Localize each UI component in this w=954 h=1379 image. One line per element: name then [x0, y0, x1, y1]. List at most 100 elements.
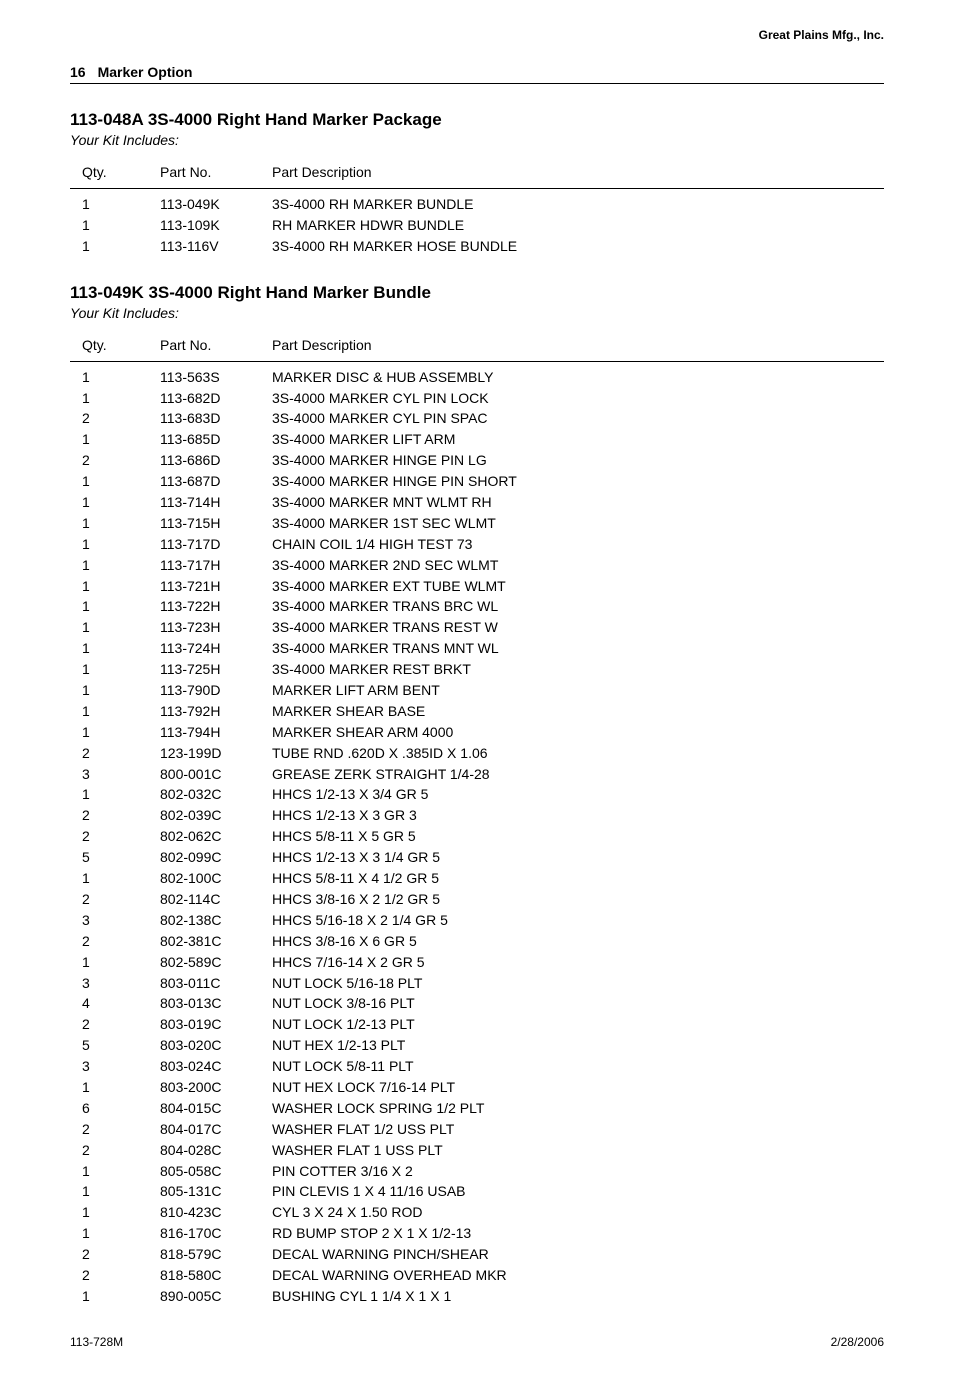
cell-part-no: 802-062C [160, 826, 272, 847]
cell-description: 3S-4000 MARKER 1ST SEC WLMT [272, 513, 884, 534]
cell-qty: 2 [70, 1014, 160, 1035]
cell-part-no: 805-058C [160, 1161, 272, 1182]
table-row: 1810-423CCYL 3 X 24 X 1.50 ROD [70, 1202, 884, 1223]
cell-description: HHCS 5/8-11 X 4 1/2 GR 5 [272, 868, 884, 889]
table-row: 2123-199DTUBE RND .620D X .385ID X 1.06 [70, 743, 884, 764]
cell-part-no: 802-039C [160, 805, 272, 826]
table-row: 2802-114CHHCS 3/8-16 X 2 1/2 GR 5 [70, 889, 884, 910]
table-row: 1113-724H3S-4000 MARKER TRANS MNT WL [70, 638, 884, 659]
cell-qty: 1 [70, 534, 160, 555]
cell-qty: 1 [70, 680, 160, 701]
table-row: 1113-790DMARKER LIFT ARM BENT [70, 680, 884, 701]
table-row: 1113-721H3S-4000 MARKER EXT TUBE WLMT [70, 576, 884, 597]
cell-part-no: 804-017C [160, 1119, 272, 1140]
cell-part-no: 113-109K [160, 215, 272, 236]
cell-part-no: 802-100C [160, 868, 272, 889]
cell-qty: 1 [70, 617, 160, 638]
cell-description: HHCS 1/2-13 X 3 1/4 GR 5 [272, 847, 884, 868]
cell-description: MARKER SHEAR ARM 4000 [272, 722, 884, 743]
cell-description: CHAIN COIL 1/4 HIGH TEST 73 [272, 534, 884, 555]
table-row: 2818-579CDECAL WARNING PINCH/SHEAR [70, 1244, 884, 1265]
table-row: 1803-200CNUT HEX LOCK 7/16-14 PLT [70, 1077, 884, 1098]
cell-description: NUT LOCK 1/2-13 PLT [272, 1014, 884, 1035]
cell-qty: 1 [70, 868, 160, 889]
table-row: 1816-170CRD BUMP STOP 2 X 1 X 1/2-13 [70, 1223, 884, 1244]
cell-part-no: 800-001C [160, 764, 272, 785]
cell-qty: 1 [70, 513, 160, 534]
cell-qty: 2 [70, 1244, 160, 1265]
cell-part-no: 113-717H [160, 555, 272, 576]
section-name: Marker Option [98, 64, 193, 80]
cell-part-no: 803-020C [160, 1035, 272, 1056]
cell-qty: 2 [70, 1140, 160, 1161]
cell-part-no: 810-423C [160, 1202, 272, 1223]
cell-part-no: 113-683D [160, 408, 272, 429]
table-row: 5803-020CNUT HEX 1/2-13 PLT [70, 1035, 884, 1056]
cell-part-no: 802-589C [160, 952, 272, 973]
footer-date: 2/28/2006 [831, 1335, 884, 1349]
cell-qty: 1 [70, 596, 160, 617]
table-row: 2818-580CDECAL WARNING OVERHEAD MKR [70, 1265, 884, 1286]
cell-description: PIN CLEVIS 1 X 4 11/16 USAB [272, 1181, 884, 1202]
footer-document-number: 113-728M [70, 1335, 123, 1349]
cell-qty: 1 [70, 1181, 160, 1202]
cell-part-no: 113-790D [160, 680, 272, 701]
table-row: 1113-685D3S-4000 MARKER LIFT ARM [70, 429, 884, 450]
cell-part-no: 113-725H [160, 659, 272, 680]
table-row: 2113-683D3S-4000 MARKER CYL PIN SPAC [70, 408, 884, 429]
cell-description: WASHER LOCK SPRING 1/2 PLT [272, 1098, 884, 1119]
cell-description: 3S-4000 RH MARKER HOSE BUNDLE [272, 236, 884, 257]
table-row: 1113-722H3S-4000 MARKER TRANS BRC WL [70, 596, 884, 617]
table-row: 3803-024CNUT LOCK 5/8-11 PLT [70, 1056, 884, 1077]
parts-table-1: Qty. Part No. Part Description 1113-049K… [70, 158, 884, 257]
table-row: 1113-687D3S-4000 MARKER HINGE PIN SHORT [70, 471, 884, 492]
cell-qty: 1 [70, 701, 160, 722]
cell-part-no: 803-024C [160, 1056, 272, 1077]
cell-description: HHCS 1/2-13 X 3 GR 3 [272, 805, 884, 826]
cell-part-no: 113-685D [160, 429, 272, 450]
cell-description: NUT LOCK 3/8-16 PLT [272, 993, 884, 1014]
cell-qty: 2 [70, 1265, 160, 1286]
cell-description: GREASE ZERK STRAIGHT 1/4-28 [272, 764, 884, 785]
col-header-desc: Part Description [272, 158, 884, 189]
cell-part-no: 802-099C [160, 847, 272, 868]
cell-qty: 1 [70, 1077, 160, 1098]
kit-includes-label: Your Kit Includes: [70, 305, 884, 321]
table-row: 6804-015CWASHER LOCK SPRING 1/2 PLT [70, 1098, 884, 1119]
table-row: 2802-062CHHCS 5/8-11 X 5 GR 5 [70, 826, 884, 847]
cell-description: MARKER LIFT ARM BENT [272, 680, 884, 701]
table-row: 1113-714H3S-4000 MARKER MNT WLMT RH [70, 492, 884, 513]
cell-qty: 2 [70, 826, 160, 847]
page-number: 16 [70, 64, 86, 80]
table-row: 1802-589CHHCS 7/16-14 X 2 GR 5 [70, 952, 884, 973]
cell-qty: 2 [70, 889, 160, 910]
cell-qty: 2 [70, 805, 160, 826]
table-row: 1113-794HMARKER SHEAR ARM 4000 [70, 722, 884, 743]
cell-part-no: 113-794H [160, 722, 272, 743]
cell-description: NUT LOCK 5/16-18 PLT [272, 973, 884, 994]
cell-description: BUSHING CYL 1 1/4 X 1 X 1 [272, 1286, 884, 1307]
cell-part-no: 123-199D [160, 743, 272, 764]
cell-part-no: 113-717D [160, 534, 272, 555]
table-row: 1113-717DCHAIN COIL 1/4 HIGH TEST 73 [70, 534, 884, 555]
parts-table-2: Qty. Part No. Part Description 1113-563S… [70, 331, 884, 1307]
kit-includes-label: Your Kit Includes: [70, 132, 884, 148]
cell-part-no: 818-580C [160, 1265, 272, 1286]
cell-qty: 1 [70, 638, 160, 659]
cell-description: RH MARKER HDWR BUNDLE [272, 215, 884, 236]
cell-qty: 2 [70, 743, 160, 764]
cell-qty: 1 [70, 659, 160, 680]
cell-description: NUT LOCK 5/8-11 PLT [272, 1056, 884, 1077]
table-row: 2804-017CWASHER FLAT 1/2 USS PLT [70, 1119, 884, 1140]
company-name: Great Plains Mfg., Inc. [70, 28, 884, 42]
cell-description: 3S-4000 MARKER HINGE PIN LG [272, 450, 884, 471]
cell-part-no: 113-687D [160, 471, 272, 492]
cell-description: HHCS 5/16-18 X 2 1/4 GR 5 [272, 910, 884, 931]
cell-description: MARKER SHEAR BASE [272, 701, 884, 722]
cell-part-no: 803-019C [160, 1014, 272, 1035]
cell-description: PIN COTTER 3/16 X 2 [272, 1161, 884, 1182]
cell-qty: 3 [70, 973, 160, 994]
cell-qty: 1 [70, 388, 160, 409]
cell-part-no: 113-049K [160, 189, 272, 215]
cell-description: HHCS 5/8-11 X 5 GR 5 [272, 826, 884, 847]
